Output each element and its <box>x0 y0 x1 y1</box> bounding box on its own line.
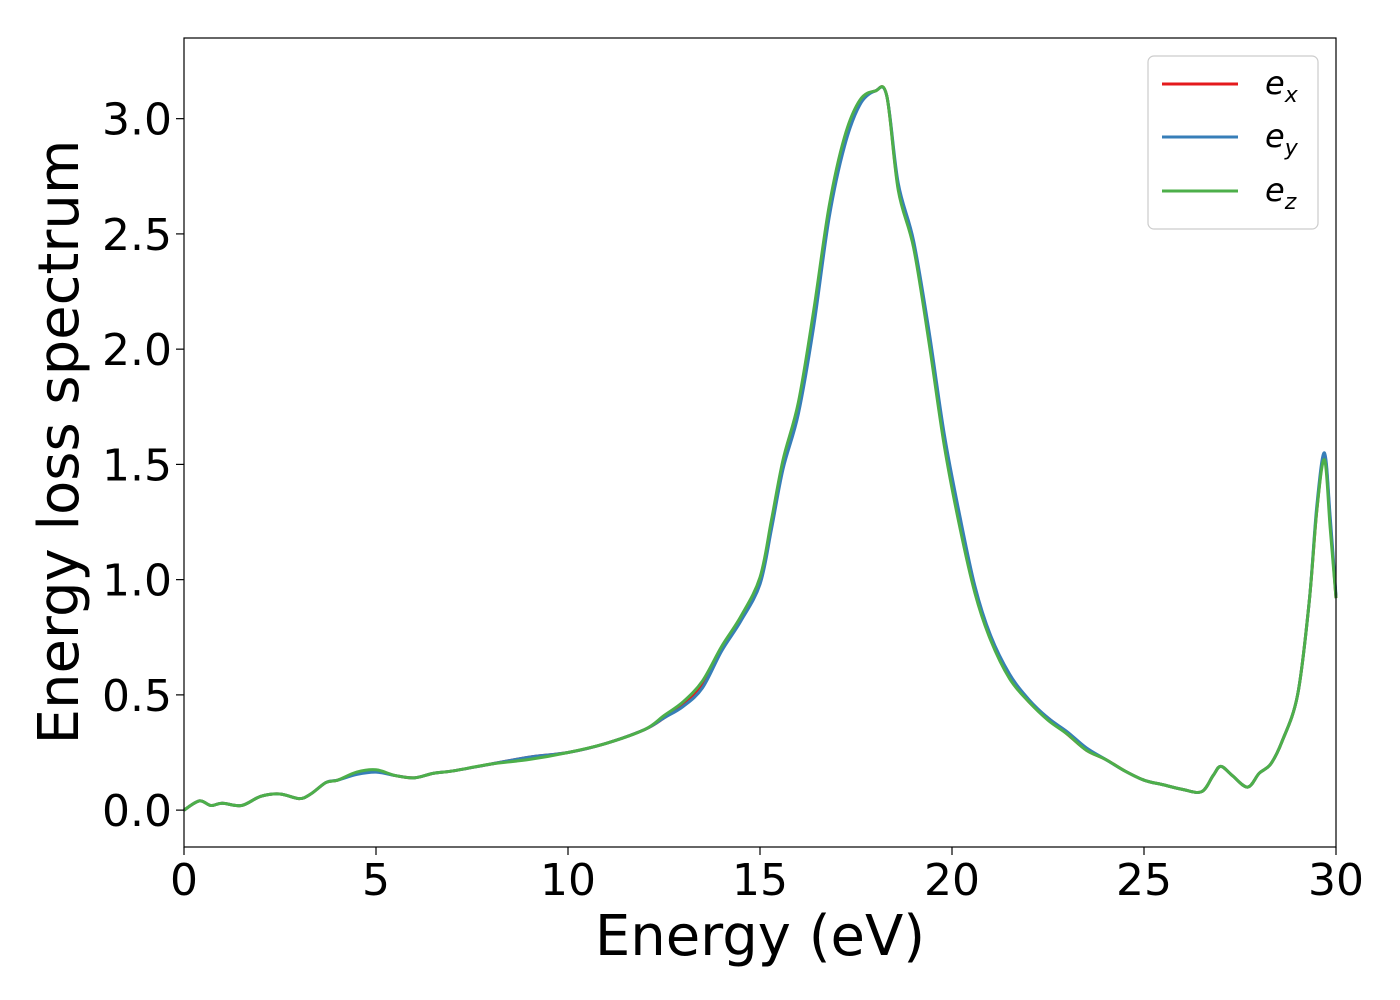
y-tick-label: 0.0 <box>102 786 172 837</box>
legend-label-z: ez <box>1265 171 1297 215</box>
legend-label-x: ex <box>1265 64 1299 108</box>
x-tick-label: 5 <box>362 855 390 906</box>
x-tick-label: 20 <box>924 855 980 906</box>
y-axis-label: Energy loss spectrum <box>27 140 92 745</box>
y-axis: 0.0 0.5 1.0 1.5 2.0 2.5 3.0 <box>102 95 184 837</box>
y-tick-label: 2.0 <box>102 325 172 376</box>
y-tick-label: 0.5 <box>102 671 172 722</box>
legend: ex ey ez <box>1147 55 1319 230</box>
plot-background <box>184 38 1336 847</box>
x-tick-label: 25 <box>1116 855 1172 906</box>
x-tick-label: 0 <box>170 855 198 906</box>
y-tick-label: 2.5 <box>102 210 172 261</box>
x-tick-label: 10 <box>540 855 596 906</box>
y-tick-label: 1.0 <box>102 556 172 607</box>
x-tick-label: 30 <box>1308 855 1364 906</box>
series-layer <box>183 85 1338 812</box>
y-tick-label: 3.0 <box>102 95 172 146</box>
x-tick-label: 15 <box>732 855 788 906</box>
legend-label-y: ey <box>1265 117 1299 161</box>
x-axis-label: Energy (eV) <box>595 904 925 969</box>
legend-box <box>1147 55 1319 230</box>
x-axis: 0 5 10 15 20 25 30 <box>170 847 1364 906</box>
series-line-z <box>183 85 1338 812</box>
y-tick-label: 1.5 <box>102 440 172 491</box>
